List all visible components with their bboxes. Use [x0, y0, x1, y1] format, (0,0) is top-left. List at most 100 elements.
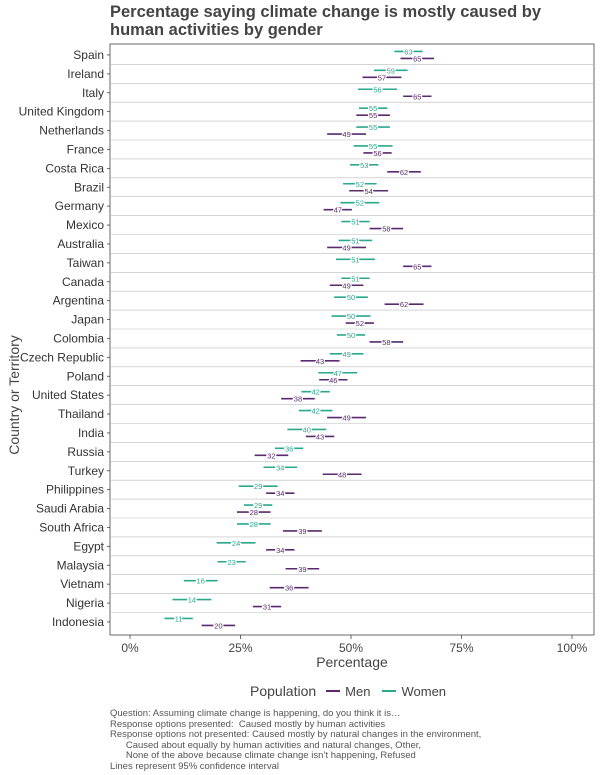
men-value-label: 49 [342, 243, 350, 252]
women-value-label: 14 [188, 596, 196, 605]
y-tick-label: Egypt [73, 539, 104, 553]
men-value-label: 38 [294, 395, 302, 404]
y-tick-label: Ireland [67, 67, 104, 81]
men-value-label: 49 [342, 414, 350, 423]
y-tick-label: Brazil [74, 180, 104, 194]
y-tick-label: Nigeria [66, 596, 104, 610]
men-value-label: 62 [400, 168, 408, 177]
men-value-label: 43 [316, 432, 324, 441]
y-tick-label: Indonesia [52, 615, 104, 629]
women-value-label: 42 [311, 407, 319, 416]
y-tick-label: Colombia [53, 331, 104, 345]
legend-label-men: Men [345, 683, 371, 699]
women-value-label: 11 [175, 614, 183, 623]
men-value-label: 43 [316, 357, 324, 366]
men-value-label: 28 [250, 508, 258, 517]
y-tick-label: Netherlands [39, 124, 104, 138]
women-value-label: 55 [369, 123, 377, 132]
men-value-label: 57 [378, 73, 386, 82]
women-value-label: 56 [373, 85, 381, 94]
men-value-label: 65 [413, 92, 421, 101]
men-value-label: 47 [334, 206, 342, 215]
women-value-label: 24 [232, 539, 240, 548]
x-tick-label: 25% [228, 641, 252, 655]
caption-line: Question: Assuming climate change is hap… [110, 708, 401, 719]
legend-label-women: Women [401, 683, 447, 699]
legend-key-women [382, 690, 397, 692]
men-value-label: 62 [400, 300, 408, 309]
women-value-label: 50 [347, 331, 355, 340]
y-tick-label: South Africa [39, 520, 104, 534]
men-value-label: 52 [356, 319, 364, 328]
y-tick-label: Italy [82, 86, 104, 100]
women-value-label: 55 [369, 104, 377, 113]
men-value-label: 48 [338, 470, 346, 479]
men-value-label: 34 [276, 489, 284, 498]
men-value-label: 58 [382, 338, 390, 347]
y-tick-label: United States [32, 388, 104, 402]
women-value-label: 51 [351, 274, 359, 283]
y-tick-label: Mexico [66, 218, 104, 232]
women-value-label: 55 [369, 142, 377, 151]
legend-key-men [326, 690, 341, 692]
men-value-label: 49 [342, 130, 350, 139]
women-value-label: 29 [254, 501, 262, 510]
women-value-label: 52 [356, 199, 364, 208]
men-value-label: 31 [263, 603, 271, 612]
women-value-label: 42 [311, 388, 319, 397]
women-value-label: 51 [351, 218, 359, 227]
men-value-label: 46 [329, 376, 337, 385]
y-tick-label: Malaysia [57, 558, 105, 572]
y-tick-label: France [67, 142, 105, 156]
men-value-label: 34 [276, 546, 284, 555]
y-tick-label: Germany [55, 199, 104, 213]
men-value-label: 20 [214, 621, 222, 630]
y-tick-label: Japan [71, 313, 104, 327]
men-value-label: 65 [413, 262, 421, 271]
y-tick-label: Czech Republic [20, 350, 104, 364]
women-value-label: 28 [250, 520, 258, 529]
women-value-label: 50 [347, 293, 355, 302]
caption-line: None of the above because climate change… [110, 750, 416, 761]
women-value-label: 49 [342, 350, 350, 359]
y-tick-label: United Kingdom [19, 105, 104, 119]
y-tick-label: Turkey [68, 464, 104, 478]
y-tick-label: Canada [62, 275, 104, 289]
men-value-label: 55 [369, 111, 377, 120]
plot-border [109, 43, 595, 636]
legend-item-men: Men [326, 684, 370, 699]
y-tick-label: Australia [57, 237, 104, 251]
women-value-label: 59 [387, 66, 395, 75]
women-value-label: 34 [276, 463, 284, 472]
men-value-label: 39 [298, 527, 306, 536]
y-tick-label: Costa Rica [45, 161, 104, 175]
y-tick-label: India [78, 426, 104, 440]
y-tick-label: Poland [67, 369, 104, 383]
chart-caption: Question: Assuming climate change is hap… [110, 708, 595, 772]
women-value-label: 53 [360, 161, 368, 170]
women-value-label: 36 [285, 444, 293, 453]
caption-line: Caused about equally by human activities… [110, 739, 422, 751]
men-value-label: 58 [382, 225, 390, 234]
caption-line: Response options presented: Caused mostl… [110, 718, 386, 730]
men-value-label: 65 [413, 54, 421, 63]
legend: Population Men Women [250, 683, 458, 699]
women-value-label: 40 [303, 425, 311, 434]
men-value-label: 39 [298, 565, 306, 574]
women-value-label: 29 [254, 482, 262, 491]
women-value-label: 52 [356, 180, 364, 189]
women-value-label: 47 [334, 369, 342, 378]
men-value-label: 32 [267, 451, 275, 460]
x-tick-label: 100% [557, 641, 588, 655]
x-tick-label: 50% [339, 641, 363, 655]
y-tick-label: Thailand [58, 407, 104, 421]
legend-item-women: Women [382, 684, 446, 699]
men-value-label: 49 [342, 281, 350, 290]
y-tick-label: Argentina [53, 294, 105, 308]
men-value-label: 56 [373, 149, 381, 158]
y-tick-label: Vietnam [60, 577, 104, 591]
women-value-label: 50 [347, 312, 355, 321]
y-tick-label: Spain [73, 48, 104, 62]
caption-line: Lines represent 95% confidence interval [110, 760, 279, 772]
